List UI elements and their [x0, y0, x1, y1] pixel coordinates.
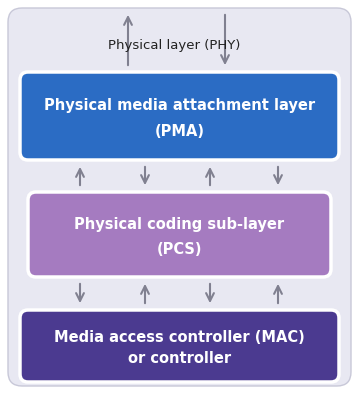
Text: or controller: or controller: [128, 351, 231, 366]
Text: Physical coding sub-layer: Physical coding sub-layer: [74, 217, 285, 232]
FancyBboxPatch shape: [20, 72, 339, 160]
FancyBboxPatch shape: [8, 8, 351, 386]
Text: Physical media attachment layer: Physical media attachment layer: [44, 98, 315, 113]
Text: Media access controller (MAC): Media access controller (MAC): [54, 330, 305, 345]
FancyBboxPatch shape: [20, 310, 339, 382]
FancyBboxPatch shape: [28, 192, 331, 277]
Text: Physical layer (PHY): Physical layer (PHY): [108, 39, 240, 52]
Text: (PMA): (PMA): [154, 125, 205, 139]
Text: (PCS): (PCS): [157, 242, 202, 257]
